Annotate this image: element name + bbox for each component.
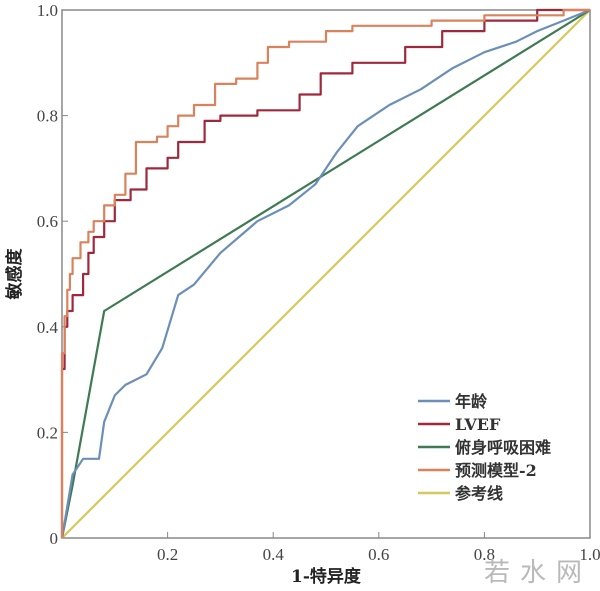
series-line <box>61 9 591 539</box>
legend-label: LVEF <box>455 415 501 434</box>
y-tick-label: 1.0 <box>37 1 58 20</box>
y-tick-label: 0.2 <box>37 423 58 442</box>
y-axis-ticks: 0 0.2 0.4 0.6 0.8 1.0 <box>37 1 68 548</box>
series-line <box>60 8 591 539</box>
x-tick-label: 0.8 <box>474 545 495 564</box>
x-tick-label: 0.2 <box>157 545 178 564</box>
y-tick-label: 0 <box>50 529 59 548</box>
legend-label: 俯身呼吸困难 <box>455 438 551 457</box>
legend-label: 年龄 <box>455 392 488 411</box>
series-layer <box>60 8 591 539</box>
legend-label: 预测模型-2 <box>455 461 537 480</box>
series-line <box>60 8 590 538</box>
x-tick-label: 1.0 <box>579 545 600 564</box>
x-tick-label: 0.4 <box>263 545 285 564</box>
x-axis-ticks: 0.2 0.4 0.6 0.8 1.0 <box>157 532 600 564</box>
y-tick-label: 0.8 <box>37 107 58 126</box>
legend-label: 参考线 <box>455 484 503 503</box>
x-axis-title: 1-特异度 <box>291 566 362 587</box>
watermark: 若水网 <box>483 558 592 588</box>
x-tick-label: 0.6 <box>368 545 389 564</box>
y-axis-title: 敏感度 <box>4 248 25 301</box>
y-tick-label: 0.6 <box>37 212 58 231</box>
series-line <box>60 8 590 538</box>
y-tick-label: 0.4 <box>37 318 59 337</box>
